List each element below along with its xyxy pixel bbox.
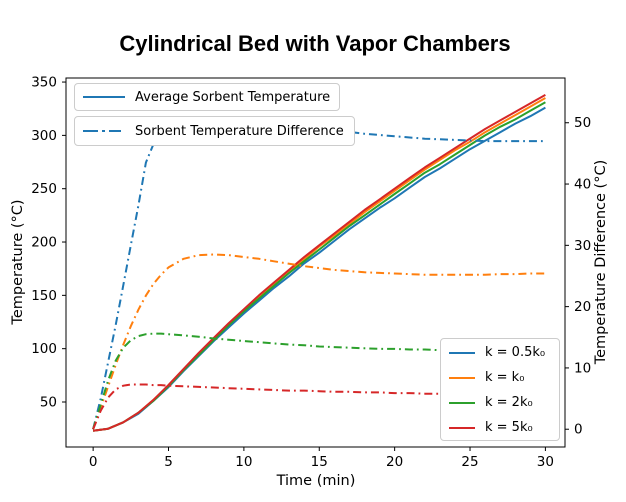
legend-item-label: Average Sorbent Temperature xyxy=(135,89,331,105)
y-right-tick-label: 30 xyxy=(574,238,591,254)
y-left-tick-label: 350 xyxy=(31,75,57,91)
y-left-tick-label: 300 xyxy=(31,128,57,144)
y-axis-label-right: Temperature Difference (°C) xyxy=(593,159,609,365)
y-axis-label-left: Temperature (°C) xyxy=(10,199,26,325)
legend-item-k-k0: k = k₀ xyxy=(441,365,559,390)
y-right-tick-label: 20 xyxy=(574,299,591,315)
solid-line-sample-icon xyxy=(449,401,475,404)
legend-item-label: k = k₀ xyxy=(485,370,525,385)
x-tick-label: 25 xyxy=(461,454,478,470)
chart-title: Cylindrical Bed with Vapor Chambers xyxy=(119,31,511,56)
y-left-tick-label: 50 xyxy=(40,394,57,410)
solid-line-sample-icon xyxy=(449,351,475,354)
y-left-tick-label: 250 xyxy=(31,181,57,197)
y-right-tick-label: 0 xyxy=(574,422,583,438)
y-left-tick-label: 100 xyxy=(31,341,57,357)
y-right-tick-label: 40 xyxy=(574,177,591,193)
x-tick-label: 20 xyxy=(386,454,403,470)
legend-k-values: k = 0.5k₀ k = k₀ k = 2k₀ k = 5k₀ xyxy=(440,338,560,441)
temperature-line-k = 5k₀ xyxy=(92,94,546,432)
legend-item-k-0.5k0: k = 0.5k₀ xyxy=(441,340,559,365)
x-axis-label: Time (min) xyxy=(276,473,356,489)
legend-item-k-5k0: k = 5k₀ xyxy=(441,415,559,440)
x-tick-label: 0 xyxy=(89,454,98,470)
difference-line-k = k₀ xyxy=(92,253,546,430)
y-left-tick-label: 200 xyxy=(31,235,57,251)
y-left-tick-label: 150 xyxy=(31,288,57,304)
legend-item-label: k = 2k₀ xyxy=(485,395,533,410)
solid-line-sample-icon xyxy=(83,96,125,98)
x-tick-label: 30 xyxy=(537,454,554,470)
legend-temperature-difference: Sorbent Temperature Difference xyxy=(74,116,355,146)
x-tick-label: 5 xyxy=(164,454,173,470)
solid-line-sample-icon xyxy=(449,426,475,429)
x-tick-label: 10 xyxy=(235,454,252,470)
dashdot-line-sample-icon xyxy=(83,130,125,132)
legend-item-label: Sorbent Temperature Difference xyxy=(135,123,344,139)
y-right-tick-label: 50 xyxy=(574,115,591,131)
axes-spines xyxy=(65,77,566,448)
y-right-tick-label: 10 xyxy=(574,360,591,376)
legend-item-average-temperature: Average Sorbent Temperature xyxy=(75,84,339,110)
solid-line-sample-icon xyxy=(449,376,475,379)
legend-item-label: k = 5k₀ xyxy=(485,420,533,435)
legend-item-temperature-difference: Sorbent Temperature Difference xyxy=(75,117,354,145)
x-tick-label: 15 xyxy=(311,454,328,470)
legend-item-k-2k0: k = 2k₀ xyxy=(441,390,559,415)
legend-average-temperature: Average Sorbent Temperature xyxy=(74,83,340,111)
difference-line-k = 2k₀ xyxy=(92,332,546,430)
legend-item-label: k = 0.5k₀ xyxy=(485,345,546,360)
